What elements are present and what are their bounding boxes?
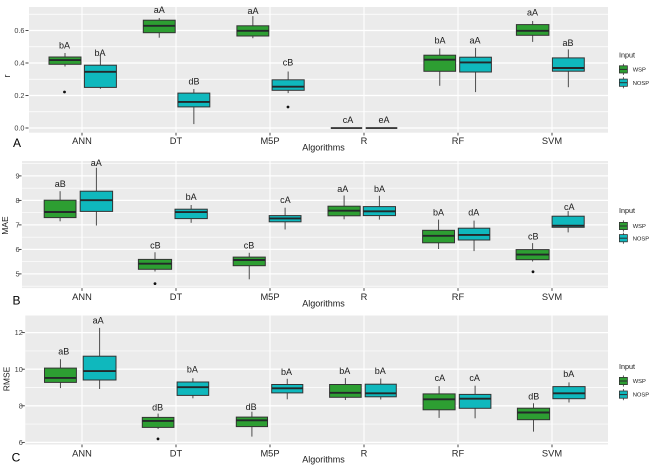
svg-text:aB: aB — [562, 38, 573, 48]
svg-text:A: A — [13, 136, 21, 150]
svg-text:0.6: 0.6 — [14, 26, 24, 35]
svg-text:M5P: M5P — [260, 136, 279, 146]
svg-text:bA: bA — [434, 36, 445, 46]
svg-text:M5P: M5P — [260, 448, 279, 458]
svg-text:bA: bA — [187, 365, 198, 375]
svg-text:0.0: 0.0 — [14, 124, 24, 133]
svg-text:6: 6 — [15, 245, 19, 254]
svg-text:bA: bA — [374, 184, 385, 194]
svg-text:aB: aB — [58, 347, 69, 357]
svg-text:RF: RF — [452, 136, 465, 146]
svg-text:aA: aA — [91, 158, 102, 168]
svg-text:ANN: ANN — [72, 448, 92, 458]
svg-text:bA: bA — [375, 366, 386, 376]
svg-text:aA: aA — [154, 5, 165, 15]
svg-text:aA: aA — [247, 6, 258, 16]
svg-text:5: 5 — [15, 270, 19, 279]
svg-text:aA: aA — [93, 315, 104, 325]
svg-text:cA: cA — [280, 195, 291, 205]
svg-text:r: r — [2, 75, 12, 78]
svg-text:B: B — [12, 294, 20, 308]
svg-text:aB: aB — [55, 179, 66, 189]
svg-text:NOSP: NOSP — [633, 236, 650, 242]
svg-text:aA: aA — [337, 184, 348, 194]
svg-text:Algorithms: Algorithms — [302, 142, 345, 152]
svg-text:R: R — [361, 136, 368, 146]
svg-text:NOSP: NOSP — [633, 81, 650, 87]
svg-text:bA: bA — [94, 48, 105, 58]
svg-text:Algorithms: Algorithms — [302, 298, 345, 308]
svg-text:bA: bA — [281, 367, 292, 377]
svg-text:cA: cA — [343, 115, 354, 125]
svg-text:dA: dA — [468, 208, 479, 218]
svg-text:M5P: M5P — [260, 292, 279, 302]
svg-text:dB: dB — [528, 391, 539, 401]
svg-text:SVM: SVM — [542, 448, 562, 458]
svg-text:dB: dB — [188, 77, 199, 87]
svg-text:9: 9 — [15, 172, 19, 181]
svg-text:Input: Input — [619, 51, 635, 60]
svg-text:eA: eA — [378, 115, 389, 125]
svg-text:WSP: WSP — [633, 224, 646, 230]
svg-text:0.4: 0.4 — [14, 59, 24, 68]
svg-text:6: 6 — [19, 438, 23, 447]
svg-text:bA: bA — [563, 369, 574, 379]
svg-text:DT: DT — [170, 292, 183, 302]
svg-text:C: C — [12, 451, 21, 465]
svg-text:WSP: WSP — [633, 68, 646, 74]
svg-text:RMSE: RMSE — [2, 366, 12, 391]
svg-text:SVM: SVM — [542, 136, 562, 146]
svg-text:bA: bA — [339, 366, 350, 376]
svg-text:MAE: MAE — [0, 216, 10, 235]
svg-text:bA: bA — [186, 192, 197, 202]
svg-text:8: 8 — [15, 196, 19, 205]
svg-text:aA: aA — [469, 36, 480, 46]
svg-text:0.2: 0.2 — [14, 91, 24, 100]
svg-text:WSP: WSP — [633, 379, 646, 385]
svg-text:dB: dB — [152, 403, 163, 413]
svg-text:aA: aA — [527, 8, 538, 18]
svg-text:DT: DT — [170, 136, 183, 146]
svg-text:RF: RF — [452, 448, 465, 458]
svg-text:cB: cB — [244, 241, 255, 251]
svg-text:cA: cA — [469, 373, 480, 383]
svg-text:R: R — [361, 448, 368, 458]
svg-text:bA: bA — [433, 208, 444, 218]
svg-text:DT: DT — [170, 448, 183, 458]
svg-text:Input: Input — [619, 206, 635, 215]
svg-text:7: 7 — [15, 221, 19, 230]
svg-text:cB: cB — [283, 58, 294, 68]
svg-text:cA: cA — [435, 373, 446, 383]
svg-text:dB: dB — [246, 402, 257, 412]
svg-text:Input: Input — [619, 362, 635, 371]
svg-text:cB: cB — [150, 241, 161, 251]
svg-text:ANN: ANN — [72, 136, 92, 146]
svg-text:NOSP: NOSP — [633, 393, 650, 399]
svg-text:12: 12 — [15, 328, 23, 337]
svg-text:10: 10 — [15, 365, 23, 374]
svg-text:RF: RF — [452, 292, 465, 302]
svg-text:Algorithms: Algorithms — [302, 454, 345, 464]
svg-text:cB: cB — [528, 232, 539, 242]
svg-text:ANN: ANN — [72, 292, 92, 302]
svg-text:R: R — [361, 292, 368, 302]
svg-text:SVM: SVM — [542, 292, 562, 302]
svg-text:bA: bA — [59, 41, 70, 51]
svg-text:8: 8 — [19, 401, 23, 410]
svg-text:cA: cA — [564, 202, 575, 212]
